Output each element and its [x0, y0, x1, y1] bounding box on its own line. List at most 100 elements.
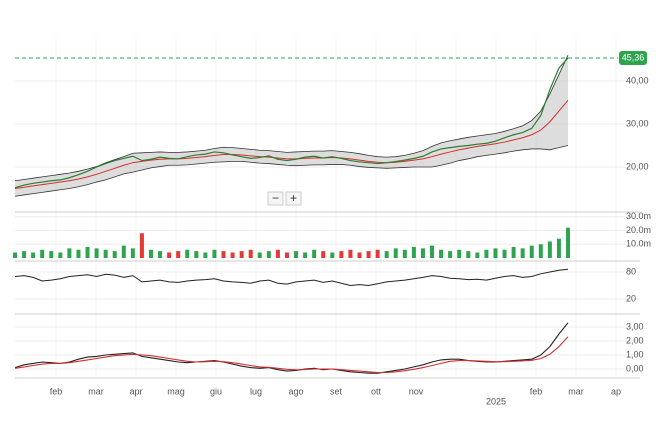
- volume-bar: [221, 251, 226, 258]
- volume-bar: [384, 251, 389, 258]
- volume-bar: [275, 249, 280, 258]
- volume-bar: [547, 241, 552, 258]
- volume-bar: [566, 227, 570, 258]
- x-tick-label: ott: [371, 386, 382, 396]
- macd-line: [14, 336, 569, 374]
- volume-bar: [439, 249, 444, 258]
- volume-bar: [321, 251, 326, 258]
- zoom-button[interactable]: [285, 191, 302, 206]
- volume-bar: [130, 248, 135, 258]
- zoom-label[interactable]: +: [290, 191, 297, 205]
- volume-bar: [520, 248, 525, 258]
- y-tick-label: 40,00: [626, 75, 649, 85]
- y-tick-label: 1,00: [626, 349, 644, 359]
- volume-bar: [502, 249, 507, 258]
- volume-bar: [393, 248, 398, 258]
- volume-bar: [185, 249, 190, 258]
- volume-bar: [430, 245, 435, 258]
- volume-bar: [420, 248, 425, 258]
- volume-bar: [40, 249, 45, 258]
- x-tick-label: 2025: [486, 396, 506, 406]
- volume-bar: [139, 233, 144, 258]
- bollinger-area: [15, 55, 568, 197]
- volume-bar: [493, 248, 498, 258]
- volume-bar: [103, 249, 108, 258]
- volume-bar: [257, 252, 262, 258]
- y-tick-label: 3,00: [626, 321, 644, 331]
- volume-bar: [402, 249, 407, 258]
- volume-bar: [411, 247, 416, 258]
- volume-bar: [58, 252, 63, 258]
- x-tick-label: feb: [530, 386, 543, 396]
- volume-bar: [148, 249, 153, 258]
- x-tick-label: apr: [129, 386, 142, 396]
- volume-bar: [13, 252, 17, 258]
- volume-bar: [457, 249, 462, 258]
- y-tick-label: 80: [626, 266, 636, 276]
- volume-bar: [375, 249, 380, 258]
- volume-bar: [330, 252, 335, 258]
- x-tick-label: lug: [250, 386, 262, 396]
- x-tick-label: ap: [611, 386, 621, 396]
- x-tick-label: mar: [88, 386, 104, 396]
- volume-bar: [448, 251, 453, 258]
- volume-bar: [538, 244, 543, 258]
- y-tick-label: 20.0m: [626, 225, 651, 235]
- volume-bar: [466, 251, 471, 258]
- rsi-line: [14, 268, 569, 287]
- price-line: [14, 100, 569, 189]
- volume-bar: [284, 252, 289, 258]
- volume-bar: [85, 247, 90, 258]
- volume-bar: [303, 252, 308, 258]
- volume-bar: [529, 245, 534, 258]
- y-tick-label: 30,00: [626, 118, 649, 128]
- y-tick-label: 2,00: [626, 335, 644, 345]
- volume-bar: [484, 249, 489, 258]
- price-line: [14, 57, 569, 189]
- y-tick-label: 10.0m: [626, 239, 651, 249]
- volume-bar: [167, 252, 172, 258]
- x-tick-label: feb: [50, 386, 63, 396]
- zoom-button[interactable]: [267, 191, 284, 206]
- y-tick-label: 20,00: [626, 161, 649, 171]
- volume-bar: [239, 251, 244, 258]
- volume-bar: [266, 251, 271, 258]
- volume-bar: [339, 251, 344, 258]
- volume-bar: [348, 249, 353, 258]
- volume-bar: [294, 251, 299, 258]
- volume-bar: [194, 251, 199, 258]
- volume-bar: [112, 251, 117, 258]
- volume-bar: [76, 249, 81, 258]
- x-tick-label: set: [330, 386, 343, 396]
- bollinger-lower: [14, 145, 569, 197]
- volume-bar: [94, 248, 99, 258]
- last-price-box: [619, 50, 647, 65]
- volume-bar: [31, 252, 36, 258]
- y-tick-label: 30.0m: [626, 211, 651, 221]
- last-price-label: 45,36: [622, 52, 645, 62]
- volume-bar: [248, 249, 253, 258]
- y-tick-label: 0,00: [626, 363, 644, 373]
- zoom-label[interactable]: −: [272, 191, 279, 205]
- volume-bar: [67, 248, 72, 258]
- y-tick-label: 20: [626, 293, 636, 303]
- volume-bar: [212, 249, 217, 258]
- x-tick-label: mag: [167, 386, 185, 396]
- volume-bar: [475, 252, 480, 258]
- volume-bar: [366, 251, 371, 258]
- volume-bar: [357, 252, 362, 258]
- volume-bar: [49, 251, 54, 258]
- macd-line: [14, 322, 569, 374]
- volume-bar: [230, 252, 235, 258]
- volume-bar: [121, 245, 126, 258]
- x-tick-label: giu: [210, 386, 222, 396]
- volume-bar: [158, 251, 163, 258]
- volume-bar: [203, 252, 208, 258]
- volume-bar: [22, 251, 27, 258]
- x-tick-label: nov: [409, 386, 424, 396]
- volume-bar: [312, 249, 317, 258]
- x-tick-label: mar: [568, 386, 584, 396]
- x-tick-label: ago: [288, 386, 303, 396]
- volume-bar: [511, 247, 516, 258]
